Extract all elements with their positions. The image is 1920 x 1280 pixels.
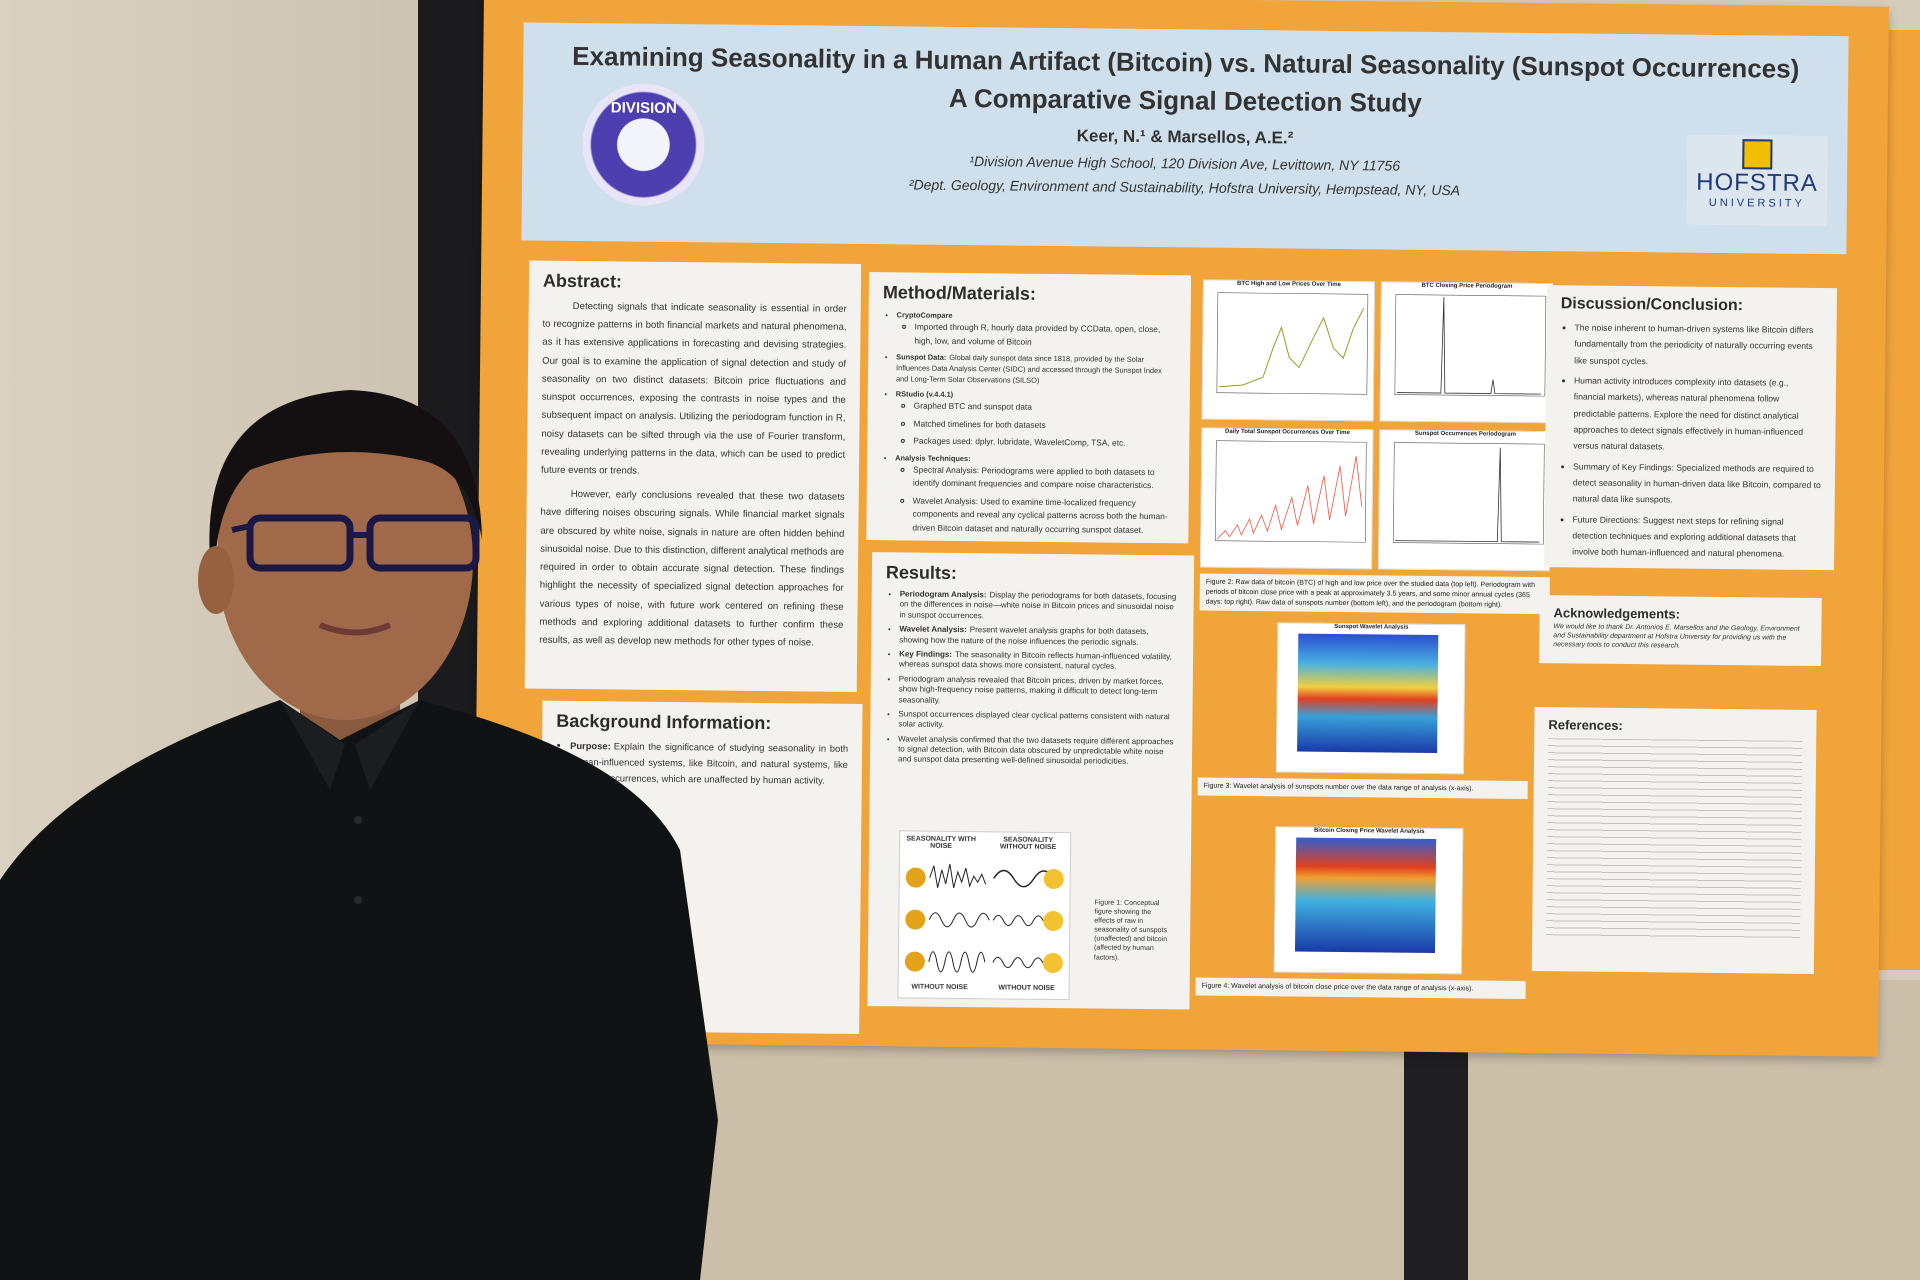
text: We would like to thank Dr. Antonios E. M… — [1553, 623, 1800, 650]
list-item: Sunspot Data:Global daily sunspot data s… — [896, 351, 1176, 387]
figure-label: WITHOUT NOISE — [911, 983, 968, 992]
references-box: References: — [1531, 707, 1817, 974]
hofstra-logo: HOFSTRA UNIVERSITY — [1686, 134, 1828, 227]
person — [0, 390, 718, 1280]
list-item: RStudio (v.4.4.1)Graphed BTC and sunspot… — [895, 389, 1176, 451]
acknowledgements-box: Acknowledgements: We would like to thank… — [1539, 595, 1822, 667]
item-label: RStudio (v.4.4.1) — [895, 389, 954, 400]
plot-drawing — [1214, 440, 1367, 543]
poster: DIVISION Examining Seasonality in a Huma… — [473, 0, 1889, 1057]
item-label: Periodogram Analysis: — [899, 589, 987, 600]
list-item: Packages used: dplyr, lubridate, Wavelet… — [913, 435, 1175, 451]
figure-caption: Figure 3: Wavelet analysis of sunspots n… — [1197, 777, 1528, 799]
bullet-list: The noise inherent to human-driven syste… — [1558, 319, 1823, 562]
reference-lines — [1546, 738, 1803, 941]
plot: BTC High and Low Prices Over Time — [1201, 279, 1376, 422]
heading: References: — [1548, 717, 1623, 733]
item-label: Analysis Techniques: — [895, 453, 971, 463]
figure-caption: Figure 1: Conceptual figure showing the … — [1093, 899, 1168, 962]
list-item: Wavelet Analysis: Used to examine time-l… — [912, 494, 1174, 537]
figure-label: WITHOUT NOISE — [998, 984, 1055, 993]
figure-label: SEASONALITY WITH NOISE — [906, 835, 976, 850]
heading: Acknowledgements: — [1553, 605, 1681, 622]
item-label: Sunspot Data: — [896, 352, 947, 362]
concept-drawing — [904, 863, 1064, 974]
item-label: CryptoCompare — [896, 310, 953, 320]
item-label: Key Findings: — [899, 649, 953, 659]
figure-caption: Figure 4: Wavelet analysis of bitcoin cl… — [1195, 977, 1526, 999]
plot-drawing — [1394, 294, 1547, 397]
list-item: Summary of Key Findings: Specialized met… — [1573, 458, 1821, 510]
figure-label: SEASONALITY WITHOUT NOISE — [999, 836, 1057, 852]
sub-list: Graphed BTC and sunspot dataMatched time… — [895, 400, 1175, 451]
discussion-box: Discussion/Conclusion: The noise inheren… — [1544, 285, 1837, 571]
heading: Method/Materials: — [882, 282, 1037, 304]
sub-list: Imported through R, hourly data provided… — [896, 320, 1176, 350]
list-item: CryptoCompareImported through R, hourly … — [896, 309, 1176, 350]
list-item: Periodogram Analysis:Display the periodo… — [899, 589, 1179, 623]
list-item: Sunspot occurrences displayed clear cycl… — [898, 709, 1178, 733]
sub-list: Spectral Analysis: Periodograms were app… — [894, 463, 1175, 537]
list-item: Analysis Techniques:Spectral Analysis: P… — [894, 452, 1175, 537]
heading: Results: — [885, 562, 958, 583]
bullet-list: CryptoCompareImported through R, hourly … — [880, 309, 1176, 537]
list-item: Imported through R, hourly data provided… — [914, 321, 1176, 351]
figure-caption: Figure 2: Raw data of bitcoin (BTC) of h… — [1199, 573, 1550, 615]
wavelet-plot: Bitcoin Closing Price Wavelet Analysis — [1273, 826, 1464, 975]
plot-drawing — [1392, 442, 1545, 545]
list-item: Future Directions: Suggest next steps fo… — [1572, 511, 1820, 563]
logo-mark — [1742, 139, 1773, 170]
plot: Sunspot Occurrences Periodogram — [1378, 429, 1552, 572]
results-box: Results: Periodogram Analysis:Display th… — [867, 552, 1195, 1010]
heading: Discussion/Conclusion: — [1560, 295, 1744, 315]
wavelet-plot: Sunspot Wavelet Analysis — [1275, 622, 1466, 775]
list-item: Graphed BTC and sunspot data — [914, 400, 1176, 416]
plot-drawing — [1216, 292, 1369, 395]
list-item: Periodogram analysis revealed that Bitco… — [899, 674, 1179, 708]
list-item: Matched timelines for both datasets — [913, 417, 1175, 433]
methods-box: Method/Materials: CryptoCompareImported … — [866, 272, 1192, 544]
plot: Daily Total Sunspot Occurrences Over Tim… — [1200, 427, 1374, 570]
plot: BTC Closing Price Periodogram — [1379, 281, 1554, 424]
heatmap — [1297, 633, 1439, 754]
heatmap — [1294, 837, 1437, 954]
list-item: Spectral Analysis: Periodograms were app… — [913, 463, 1175, 493]
list-item: Human activity introduces complexity int… — [1573, 372, 1822, 456]
plot-title: Sunspot Wavelet Analysis — [1334, 623, 1409, 631]
logo-text: UNIVERSITY — [1708, 196, 1805, 210]
item-label: Wavelet Analysis: — [899, 624, 967, 635]
plot-title: Bitcoin Closing Price Wavelet Analysis — [1313, 827, 1425, 835]
list-item: Wavelet analysis confirmed that the two … — [898, 734, 1178, 768]
list-item: Key Findings:The seasonality in Bitcoin … — [899, 649, 1179, 673]
bullet-list: Periodogram Analysis:Display the periodo… — [884, 589, 1180, 768]
logo-text: HOFSTRA — [1696, 168, 1819, 197]
list-item: The noise inherent to human-driven syste… — [1574, 319, 1822, 371]
list-item: Wavelet Analysis:Present wavelet analysi… — [899, 625, 1179, 649]
concept-figure: SEASONALITY WITH NOISE SEASONALITY WITHO… — [897, 830, 1072, 1001]
